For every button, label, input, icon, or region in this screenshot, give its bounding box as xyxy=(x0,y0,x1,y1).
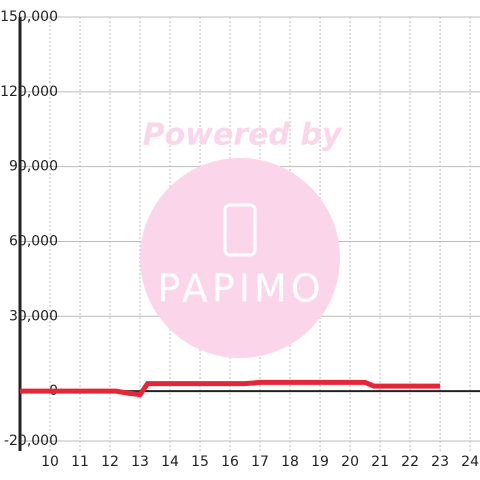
x-tick-label: 24 xyxy=(461,454,479,470)
y-tick-label: 120,000 xyxy=(0,84,58,100)
watermark-circle xyxy=(140,158,340,358)
x-tick-label: 12 xyxy=(101,454,119,470)
watermark-text: Powered by xyxy=(143,118,343,153)
watermark-phone xyxy=(223,203,257,257)
x-tick-label: 20 xyxy=(341,454,359,470)
x-tick-label: 15 xyxy=(191,454,209,470)
x-tick-label: 13 xyxy=(131,454,149,470)
x-tick-label: 22 xyxy=(401,454,419,470)
x-tick-label: 21 xyxy=(371,454,389,470)
watermark-logo: PAPIMO xyxy=(157,267,324,311)
x-tick-label: 11 xyxy=(71,454,89,470)
y-tick-label: 90,000 xyxy=(9,159,58,175)
x-tick-label: 19 xyxy=(311,454,329,470)
x-tick-label: 23 xyxy=(431,454,449,470)
x-tick-label: 18 xyxy=(281,454,299,470)
y-tick-label: 150,000 xyxy=(0,9,58,25)
y-tick-label: -20,000 xyxy=(4,433,58,449)
x-tick-label: 17 xyxy=(251,454,269,470)
x-tick-label: 10 xyxy=(41,454,59,470)
x-tick-label: 16 xyxy=(221,454,239,470)
line xyxy=(20,379,441,398)
y-tick-label: 30,000 xyxy=(9,308,58,324)
y-tick-label: 60,000 xyxy=(9,233,58,249)
x-tick-label: 14 xyxy=(161,454,179,470)
